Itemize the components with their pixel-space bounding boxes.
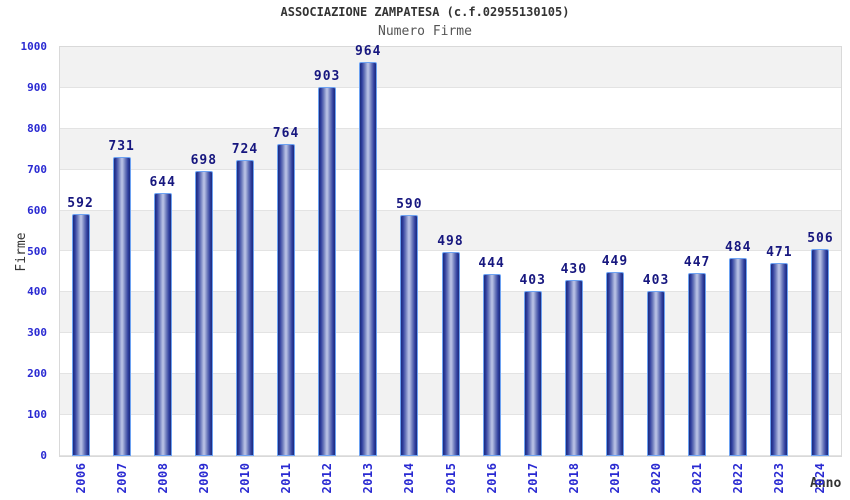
bar-value-label: 403: [642, 273, 670, 288]
grid-band: [60, 128, 841, 170]
x-tick-label: 2021: [690, 462, 705, 494]
y-tick-label: 0: [40, 449, 47, 462]
bar-value-label: 471: [766, 245, 793, 260]
x-tick-label: 2012: [320, 462, 335, 494]
y-tick-label: 700: [27, 162, 47, 176]
y-tick-label: 300: [27, 326, 47, 340]
bar: [605, 272, 624, 456]
bar-value-label: 724: [231, 142, 259, 157]
bar: [482, 274, 501, 456]
x-tick-label: 2013: [361, 462, 376, 494]
chart-subtitle: Numero Firme: [378, 24, 472, 39]
plot-area: [59, 46, 842, 457]
bar: [770, 263, 789, 456]
bar: [236, 160, 254, 456]
x-tick-label: 2009: [196, 462, 211, 494]
y-tick-label: 900: [27, 80, 47, 94]
bar-value-label: 403: [519, 273, 546, 288]
chart-title: ASSOCIAZIONE ZAMPATESA (c.f.02955130105): [280, 5, 570, 19]
bar: [647, 291, 665, 456]
bar-value-label: 430: [560, 262, 588, 277]
y-tick-label: 200: [27, 367, 47, 381]
bar-value-label: 764: [272, 126, 300, 141]
y-tick-label: 1000: [20, 40, 48, 53]
bar: [729, 258, 748, 456]
y-tick-label: 400: [27, 285, 47, 299]
x-tick-label: 2011: [279, 462, 294, 494]
bar: [441, 252, 460, 456]
bar: [318, 87, 337, 456]
bar: [523, 291, 542, 456]
y-tick-label: 500: [27, 244, 47, 258]
x-tick-label: 2023: [772, 462, 787, 494]
x-tick-label: 2024: [813, 462, 828, 494]
bar-value-label: 447: [683, 255, 711, 270]
bar-value-label: 444: [478, 256, 505, 271]
bar-value-label: 506: [807, 231, 834, 246]
y-tick-label: 800: [27, 121, 47, 135]
bar-value-label: 644: [149, 175, 176, 190]
x-tick-label: 2008: [155, 462, 170, 494]
bar: [564, 280, 583, 456]
bar: [400, 215, 419, 456]
x-tick-label: 2007: [114, 462, 129, 494]
x-tick-label: 2014: [402, 462, 417, 494]
bar: [153, 193, 172, 456]
x-tick-label: 2017: [525, 462, 540, 494]
x-tick-label: 2022: [731, 462, 746, 494]
bar: [277, 144, 296, 456]
bar-value-label: 731: [108, 139, 135, 154]
bar: [112, 157, 131, 456]
bar: [811, 249, 830, 456]
y-tick-label: 600: [27, 203, 47, 217]
bar: [71, 214, 90, 456]
x-tick-label: 2006: [73, 462, 88, 494]
grid-band: [60, 87, 841, 129]
bar-value-label: 484: [724, 240, 752, 255]
bar-value-label: 449: [601, 254, 629, 269]
bar: [359, 62, 378, 456]
x-tick-label: 2020: [649, 462, 663, 494]
bar-value-label: 592: [67, 196, 94, 211]
bar-value-label: 590: [396, 197, 423, 212]
bar-value-label: 698: [190, 153, 218, 168]
grid-band: [60, 47, 841, 88]
x-tick-label: 2015: [443, 462, 458, 494]
bar-value-label: 964: [354, 44, 382, 59]
x-axis-title: Anno: [810, 476, 842, 491]
bar: [688, 273, 707, 456]
bar-value-label: 498: [437, 234, 464, 249]
bar-value-label: 903: [313, 69, 341, 84]
bar: [194, 171, 213, 456]
x-tick-label: 2018: [566, 462, 581, 494]
grid-band: [60, 169, 841, 211]
x-tick-label: 2016: [484, 462, 499, 494]
x-tick-label: 2010: [238, 462, 252, 494]
y-tick-label: 100: [27, 408, 47, 422]
x-tick-label: 2019: [607, 462, 622, 494]
grid-band: [60, 210, 841, 252]
